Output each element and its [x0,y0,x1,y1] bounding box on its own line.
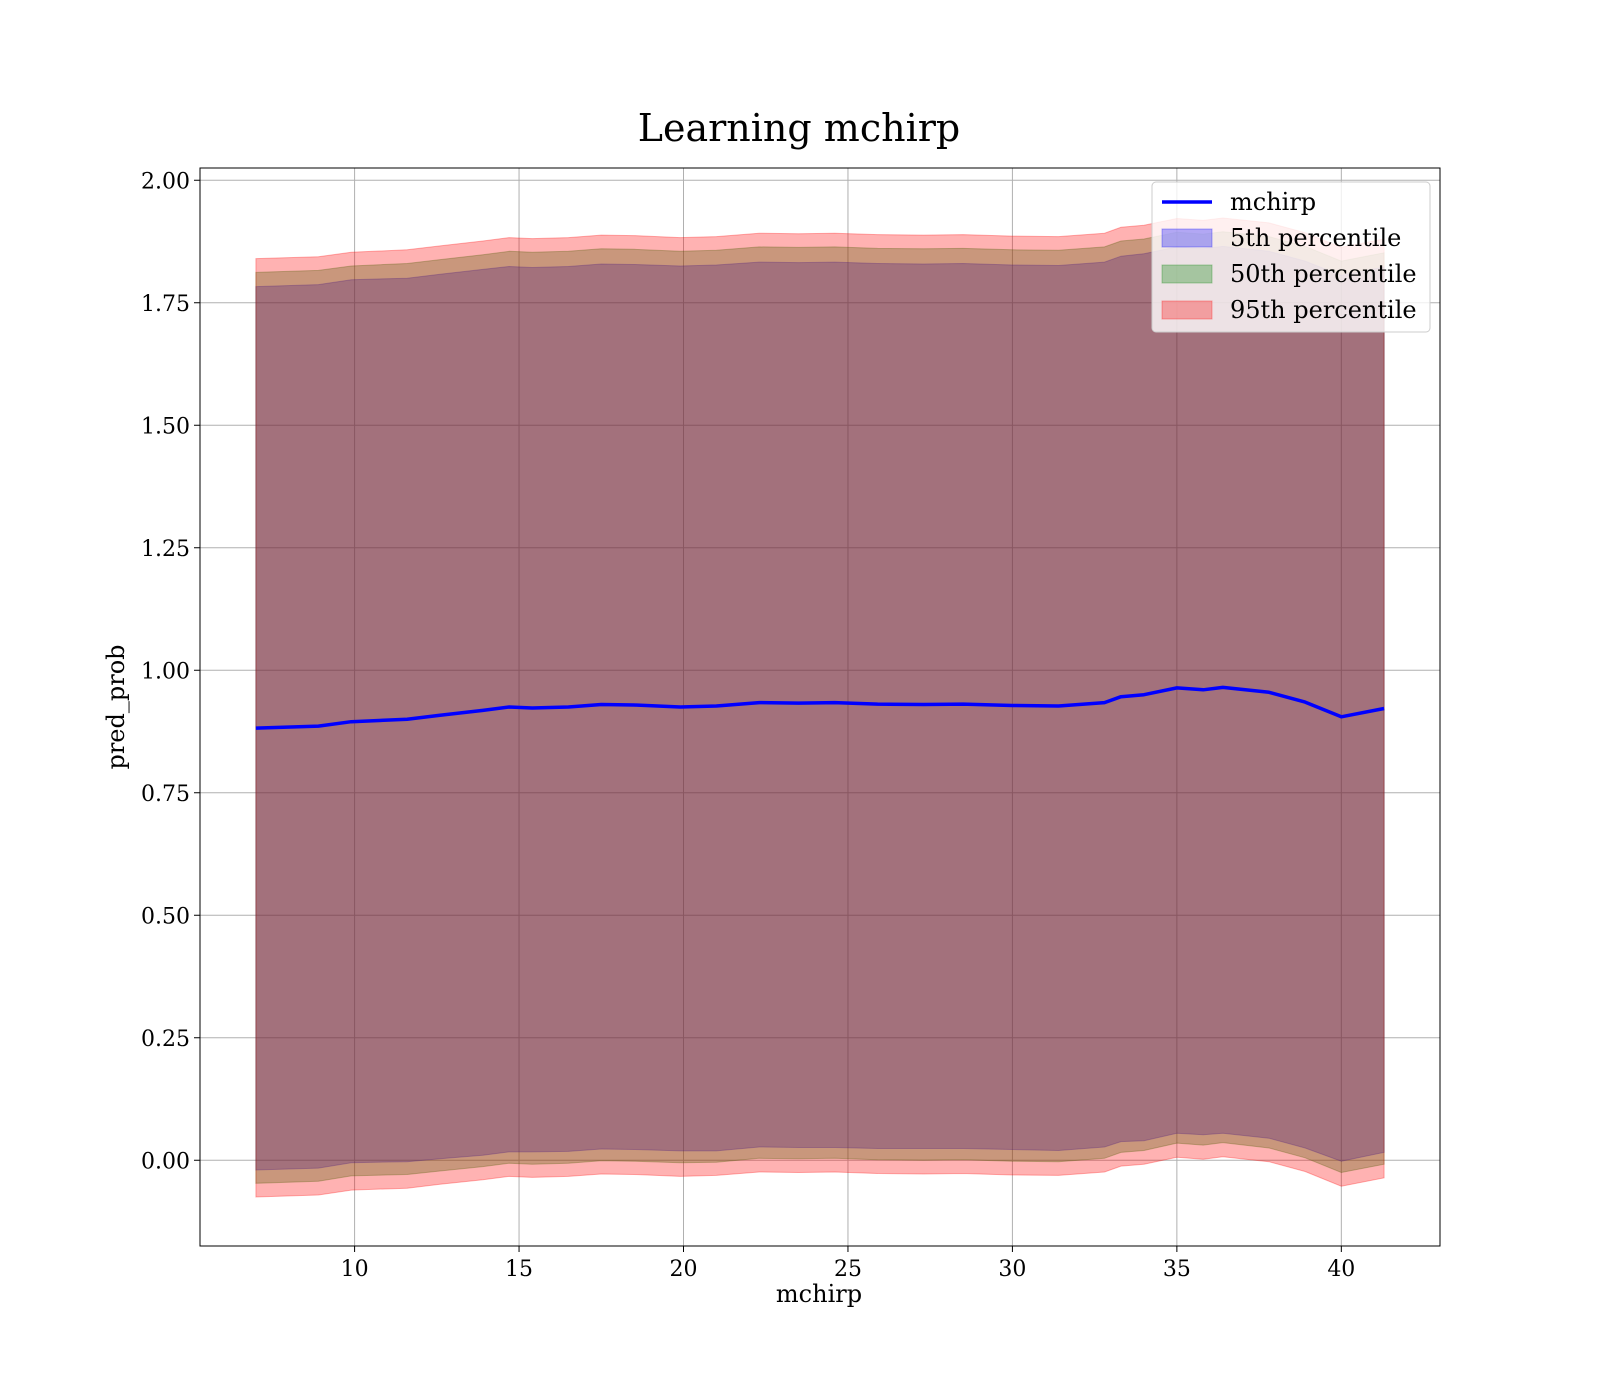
y-tick-label: 1.75 [141,292,190,317]
y-tick-label: 1.25 [141,537,190,562]
x-tick-label: 15 [505,1257,533,1282]
x-tick-label: 40 [1327,1257,1355,1282]
y-tick-label: 2.00 [141,169,190,194]
legend-label: 95th percentile [1230,296,1417,324]
legend-label: mchirp [1230,188,1316,216]
legend-label: 50th percentile [1230,260,1417,288]
chart-title: Learning mchirp [638,106,960,150]
grid [200,168,1440,1246]
legend-label: 5th percentile [1230,224,1401,252]
x-tick-label: 20 [670,1257,698,1282]
y-axis-label: pred_prob [102,644,130,769]
y-tick-label: 0.75 [141,782,190,807]
legend-swatch [1161,264,1213,284]
axis-ticks: 10 15 20 25 30 35 40 0.00 0.25 0.50 0.75 1.00 1.25 1.… [141,169,1355,1282]
series-lines [255,685,1385,730]
x-tick-label: 35 [1163,1257,1191,1282]
legend-swatch [1161,228,1213,248]
x-tick-label: 10 [341,1257,369,1282]
y-tick-label: 1.50 [141,414,190,439]
y-tick-label: 0.50 [141,904,190,929]
legend-swatch [1161,300,1213,320]
percentile-bands [255,217,1385,1198]
plot-frame [199,167,1441,1247]
line-mchirp [255,685,1385,730]
x-tick-label: 25 [834,1257,862,1282]
band-5th-percentile [255,245,1385,1171]
band-95th-percentile [255,217,1385,1198]
y-tick-label: 0.00 [141,1149,190,1174]
legend: mchirp 5th percentile 50th percentile 95th … [1151,181,1431,333]
y-tick-label: 1.00 [141,659,190,684]
x-tick-label: 30 [998,1257,1026,1282]
band-50th-percentile [255,231,1385,1184]
x-axis-label: mchirp [776,1280,862,1308]
legend-box [1151,181,1431,333]
y-tick-label: 0.25 [141,1027,190,1052]
